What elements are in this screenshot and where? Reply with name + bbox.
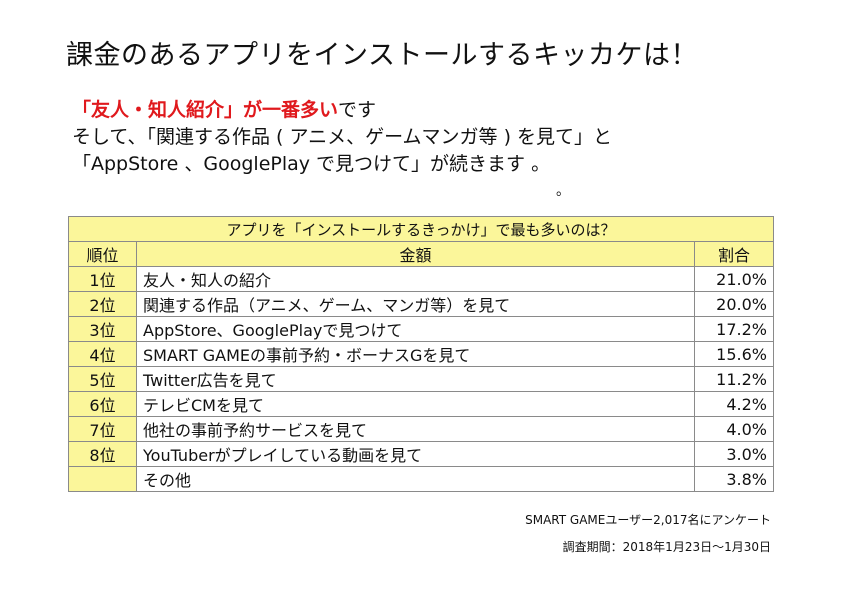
table-row: 1位 友人・知人の紹介 21.0% bbox=[68, 266, 774, 292]
lead-line-2: そして、「関連する作品 ( アニメ、ゲームマンガ等 ) を見て」と bbox=[72, 126, 613, 148]
page-title: 課金のあるアプリをインストールするキッカケは！ bbox=[66, 40, 698, 71]
table-header-row: 順位 金額 割合 bbox=[68, 241, 774, 267]
item-cell: 他社の事前予約サービスを見て bbox=[136, 416, 695, 442]
table-row: 5位 Twitter広告を見て 11.2% bbox=[68, 366, 774, 392]
rank-cell: 5位 bbox=[68, 366, 137, 392]
item-cell: 関連する作品（アニメ、ゲーム、マンガ等）を見て bbox=[136, 291, 695, 317]
table-row: その他 3.8% bbox=[68, 466, 774, 492]
table-row: 2位 関連する作品（アニメ、ゲーム、マンガ等）を見て 20.0% bbox=[68, 291, 774, 317]
item-cell: AppStore、GooglePlayで見つけて bbox=[136, 316, 695, 342]
item-cell: SMART GAMEの事前予約・ボーナスGを見て bbox=[136, 341, 695, 367]
table-caption-row: アプリを「インストールするきっかけ」で最も多いのは？ bbox=[68, 216, 774, 242]
rank-cell: 1位 bbox=[68, 266, 137, 292]
lead-line-1: 「友人・知人紹介」が一番多いです bbox=[72, 97, 612, 124]
rank-cell bbox=[68, 466, 137, 492]
rank-cell: 6位 bbox=[68, 391, 137, 417]
share-cell: 3.8% bbox=[694, 466, 774, 492]
share-cell: 4.0% bbox=[694, 416, 774, 442]
share-cell: 4.2% bbox=[694, 391, 774, 417]
lead-highlight-tail: です bbox=[338, 99, 377, 121]
item-cell: YouTuberがプレイしている動画を見て bbox=[136, 441, 695, 467]
share-cell: 20.0% bbox=[694, 291, 774, 317]
lead-highlight: 「友人・知人紹介」が一番多い bbox=[72, 99, 339, 121]
table-row: 7位 他社の事前予約サービスを見て 4.0% bbox=[68, 416, 774, 442]
table-caption: アプリを「インストールするきっかけ」で最も多いのは？ bbox=[68, 216, 774, 242]
item-cell: その他 bbox=[136, 466, 695, 492]
header-share: 割合 bbox=[694, 241, 774, 267]
share-cell: 15.6% bbox=[694, 341, 774, 367]
rank-cell: 4位 bbox=[68, 341, 137, 367]
rank-cell: 3位 bbox=[68, 316, 137, 342]
share-cell: 21.0% bbox=[694, 266, 774, 292]
header-rank: 順位 bbox=[68, 241, 137, 267]
lead-line-3: 「AppStore 、GooglePlay で見つけて」が続きます 。 bbox=[72, 153, 551, 175]
survey-note: SMART GAMEユーザー2,017名にアンケート bbox=[525, 513, 771, 527]
survey-period: 調査期間：2018年1月23日～1月30日 bbox=[562, 540, 771, 554]
item-cell: 友人・知人の紹介 bbox=[136, 266, 695, 292]
lead-text: 「友人・知人紹介」が一番多いです そして、「関連する作品 ( アニメ、ゲームマン… bbox=[72, 97, 612, 178]
table-row: 4位 SMART GAMEの事前予約・ボーナスGを見て 15.6% bbox=[68, 341, 774, 367]
header-item: 金額 bbox=[136, 241, 695, 267]
share-cell: 3.0% bbox=[694, 441, 774, 467]
survey-table: アプリを「インストールするきっかけ」で最も多いのは？ 順位 金額 割合 1位 友人… bbox=[68, 216, 774, 492]
table-row: 3位 AppStore、GooglePlayで見つけて 17.2% bbox=[68, 316, 774, 342]
table-row: 8位 YouTuberがプレイしている動画を見て 3.0% bbox=[68, 441, 774, 467]
item-cell: Twitter広告を見て bbox=[136, 366, 695, 392]
share-cell: 11.2% bbox=[694, 366, 774, 392]
rank-cell: 2位 bbox=[68, 291, 137, 317]
rank-cell: 7位 bbox=[68, 416, 137, 442]
table-row: 6位 テレビCMを見て 4.2% bbox=[68, 391, 774, 417]
rank-cell: 8位 bbox=[68, 441, 137, 467]
stray-dot: 。 bbox=[556, 183, 570, 199]
item-cell: テレビCMを見て bbox=[136, 391, 695, 417]
share-cell: 17.2% bbox=[694, 316, 774, 342]
